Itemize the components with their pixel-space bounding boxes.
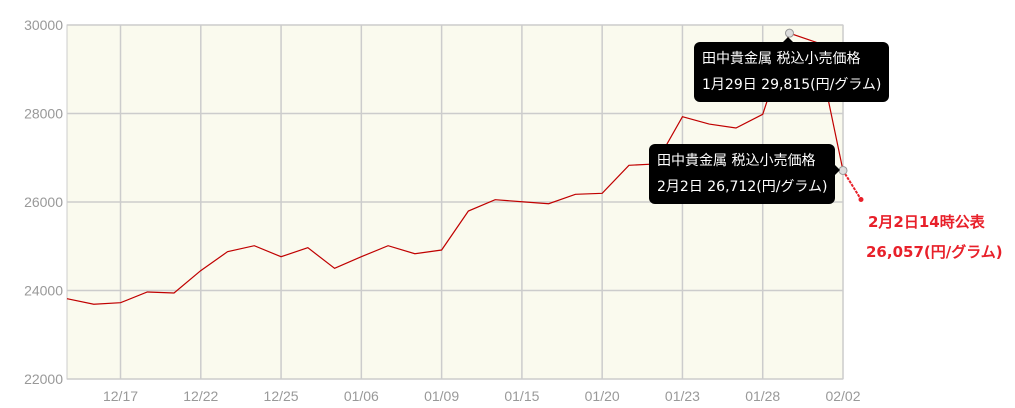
- x-tick-label: 12/25: [264, 388, 299, 404]
- tooltip-jan29: 田中貴金属 税込小売価格 1月29日 29,815(円/グラム): [694, 37, 890, 102]
- price-line: [66, 32, 844, 305]
- x-tick-label: 01/23: [665, 388, 700, 404]
- announcement-point: [858, 196, 864, 202]
- x-tick-label: 01/20: [585, 388, 620, 404]
- announcement-date: 2月2日14時公表: [868, 213, 985, 231]
- tooltip-text: 1月29日 29,815(円/グラム): [702, 77, 882, 93]
- x-tick-label: 01/28: [745, 388, 780, 404]
- tooltip-text: 2月2日 26,712(円/グラム): [657, 179, 828, 195]
- tooltip-title: 田中貴金属 税込小売価格: [702, 51, 861, 67]
- y-tick-label: 28000: [24, 106, 63, 122]
- tooltip-title: 田中貴金属 税込小売価格: [657, 153, 816, 169]
- x-tick-label: 01/09: [424, 388, 459, 404]
- tooltip-feb2: 田中貴金属 税込小売価格 2月2日 26,712(円/グラム): [649, 144, 841, 204]
- y-tick-label: 26000: [24, 194, 63, 210]
- y-tick-label: 24000: [24, 283, 63, 299]
- x-tick-label: 12/17: [103, 388, 138, 404]
- y-tick-label: 22000: [24, 371, 63, 387]
- x-tick-label: 02/02: [825, 388, 860, 404]
- x-tick-label: 01/06: [344, 388, 379, 404]
- announcement-price: 26,057(円/グラム): [866, 243, 1003, 261]
- x-tick-label: 12/22: [183, 388, 218, 404]
- x-tick-label: 01/15: [504, 388, 539, 404]
- y-tick-label: 30000: [24, 17, 63, 33]
- announcement-line: [842, 169, 862, 201]
